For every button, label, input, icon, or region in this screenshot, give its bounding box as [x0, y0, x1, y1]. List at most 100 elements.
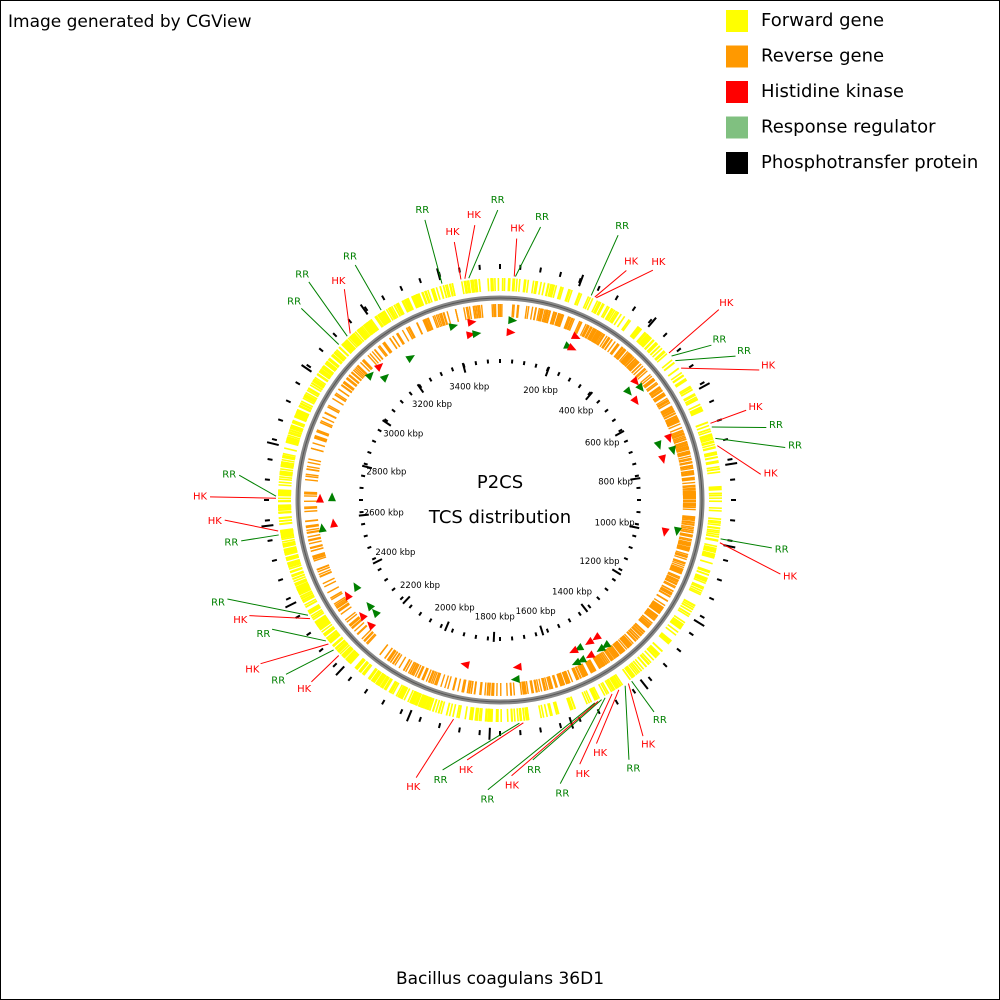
reverse-gene	[648, 605, 661, 615]
forward-gene	[630, 661, 641, 674]
tick-label: 2000 kbp	[435, 603, 475, 613]
forward-gene	[702, 548, 716, 554]
forward-gene	[651, 347, 663, 358]
forward-gene	[371, 670, 381, 682]
forward-gene	[628, 664, 638, 676]
reverse-gene	[677, 453, 691, 458]
forward-gene	[649, 345, 661, 356]
reverse-gene	[465, 306, 470, 320]
forward-gene	[608, 310, 618, 323]
minor-tick	[522, 360, 526, 366]
minor-tick	[363, 462, 368, 466]
reverse-gene	[594, 332, 603, 344]
forward-gene	[393, 304, 401, 317]
reverse-gene	[653, 598, 666, 607]
reverse-gene	[649, 386, 661, 396]
reverse-gene	[609, 646, 619, 658]
reverse-gene	[530, 680, 535, 694]
reverse-gene	[584, 661, 593, 674]
forward-gene	[655, 351, 666, 362]
forward-gene	[366, 321, 376, 334]
forward-gene	[707, 522, 721, 527]
reverse-gene	[417, 666, 425, 679]
reverse-gene	[432, 671, 438, 685]
minor-tick	[381, 295, 386, 301]
minor-tick	[295, 381, 301, 386]
reverse-gene	[615, 348, 626, 360]
minor-tick	[634, 474, 640, 478]
forward-gene	[673, 614, 686, 624]
minor-tick	[647, 676, 653, 682]
forward-gene	[280, 468, 294, 472]
reverse-gene	[353, 621, 365, 632]
forward-gene	[652, 641, 663, 652]
reverse-gene	[307, 533, 321, 538]
forward-gene	[640, 336, 651, 347]
reverse-gene	[382, 342, 392, 354]
feature-leader	[442, 722, 520, 771]
forward-gene	[389, 306, 397, 319]
forward-gene	[704, 543, 718, 548]
reverse-gene	[559, 672, 566, 686]
forward-gene	[478, 278, 482, 292]
reverse-gene	[668, 423, 681, 430]
minor-tick	[332, 662, 338, 668]
reverse-gene	[582, 325, 590, 338]
forward-gene	[644, 650, 655, 661]
reverse-gene	[389, 337, 398, 350]
feature-leader	[590, 234, 619, 296]
reverse-gene	[313, 556, 327, 562]
reverse-gene	[635, 368, 647, 379]
forward-gene	[632, 328, 643, 340]
tick-mark	[406, 709, 413, 722]
reverse-gene	[680, 529, 694, 534]
reverse-gene	[618, 351, 629, 362]
forward-gene	[296, 583, 310, 591]
forward-gene	[524, 707, 528, 721]
reverse-gene	[595, 332, 604, 345]
reverse-gene	[316, 564, 330, 571]
forward-gene	[699, 434, 713, 440]
forward-gene	[416, 293, 424, 307]
reverse-gene	[601, 651, 611, 663]
reverse-gene	[350, 371, 362, 382]
feature-label: HK	[245, 664, 260, 675]
reverse-gene	[312, 553, 326, 559]
reverse-gene	[578, 664, 586, 678]
feature-label: HK	[624, 257, 639, 268]
reverse-gene	[634, 367, 646, 378]
reverse-gene	[422, 319, 429, 333]
reverse-gene	[678, 457, 692, 462]
reverse-gene	[348, 616, 360, 626]
forward-gene	[329, 634, 341, 644]
forward-gene	[446, 284, 451, 298]
forward-gene	[304, 394, 317, 402]
minor-tick	[267, 539, 273, 542]
forward-gene	[307, 604, 320, 613]
reverse-gene	[575, 321, 583, 335]
forward-gene	[525, 279, 530, 293]
reverse-gene	[446, 311, 452, 324]
forward-gene	[552, 701, 558, 715]
reverse-gene	[610, 344, 620, 356]
reverse-gene	[617, 639, 628, 650]
reverse-gene	[659, 587, 673, 596]
reverse-gene	[627, 359, 638, 370]
forward-gene	[445, 702, 451, 716]
reverse-gene	[542, 677, 547, 691]
forward-gene	[288, 564, 302, 570]
reverse-gene	[646, 608, 658, 618]
forward-gene	[626, 665, 636, 677]
forward-gene	[522, 279, 526, 293]
minor-tick	[539, 727, 542, 733]
minor-tick	[614, 699, 619, 705]
reverse-gene	[592, 331, 601, 343]
forward-gene	[319, 621, 331, 631]
forward-gene	[282, 542, 296, 548]
reverse-gene	[425, 318, 432, 331]
forward-gene	[596, 302, 604, 316]
reverse-gene	[575, 321, 582, 334]
forward-gene	[466, 280, 470, 294]
reverse-gene	[421, 667, 428, 681]
forward-gene	[384, 678, 393, 691]
